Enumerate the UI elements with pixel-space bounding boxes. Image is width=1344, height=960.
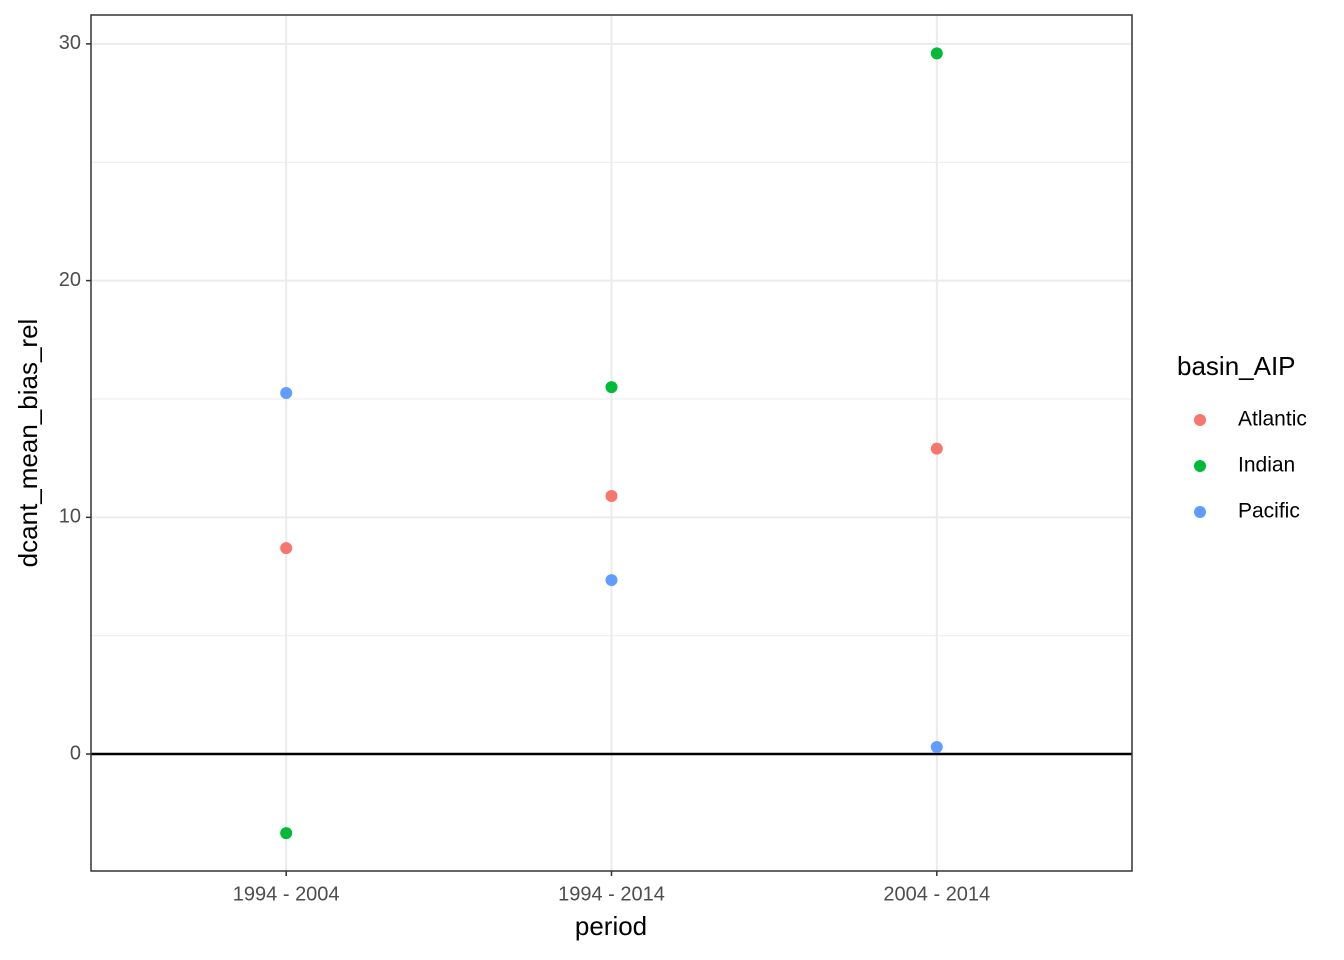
x-tick-label: 1994 - 2004 bbox=[233, 883, 340, 905]
legend-key bbox=[1194, 506, 1206, 518]
legend-label: Atlantic bbox=[1238, 408, 1307, 431]
legend-label: Pacific bbox=[1238, 500, 1300, 523]
legend-key bbox=[1194, 414, 1206, 426]
x-tick-label: 2004 - 2014 bbox=[883, 883, 990, 905]
point bbox=[930, 47, 943, 60]
legend-key bbox=[1194, 460, 1206, 472]
y-axis-title: dcant_mean_bias_rel bbox=[13, 319, 43, 568]
point bbox=[280, 827, 293, 840]
x-axis-title: period bbox=[575, 911, 647, 941]
point bbox=[605, 490, 618, 503]
y-tick-label: 0 bbox=[70, 742, 81, 764]
x-tick-label: 1994 - 2014 bbox=[558, 883, 665, 905]
y-tick-label: 10 bbox=[59, 506, 81, 528]
y-tick-label: 30 bbox=[59, 32, 81, 54]
point bbox=[280, 387, 293, 400]
point bbox=[930, 740, 943, 753]
legend-label: Indian bbox=[1238, 454, 1295, 477]
legend-title: basin_AIP bbox=[1177, 351, 1296, 381]
point bbox=[930, 442, 943, 455]
point bbox=[605, 574, 618, 587]
panel-border bbox=[90, 14, 1133, 872]
point bbox=[280, 542, 293, 555]
y-tick-label: 20 bbox=[59, 269, 81, 291]
point bbox=[605, 381, 618, 394]
